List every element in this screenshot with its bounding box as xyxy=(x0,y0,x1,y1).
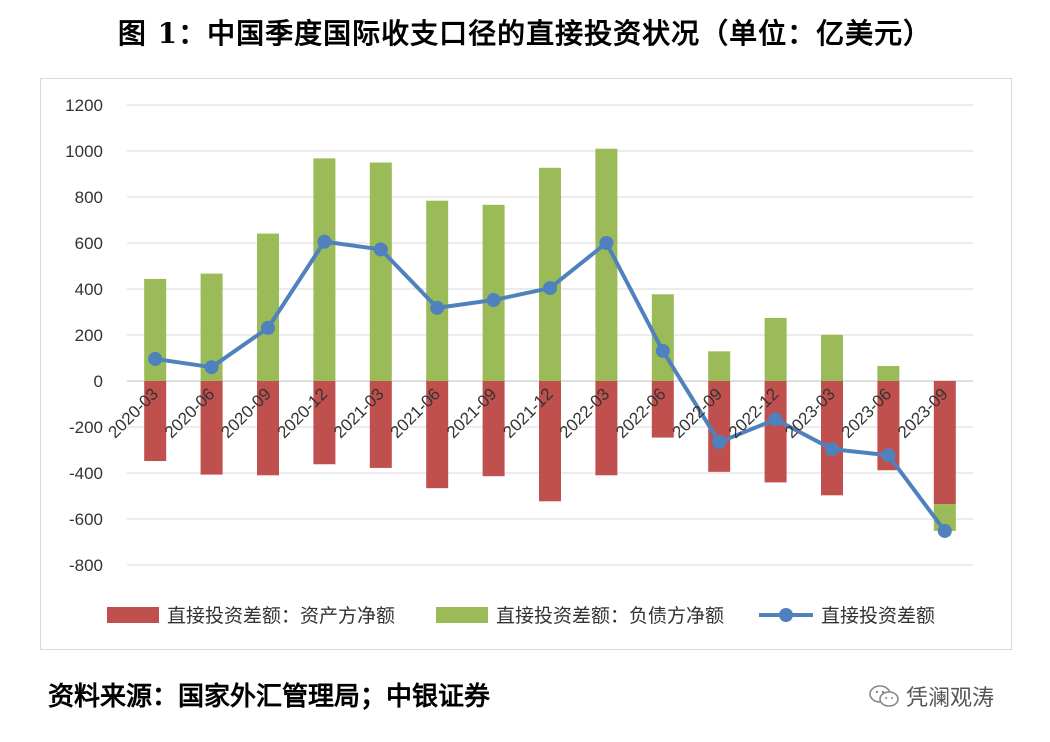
net-point xyxy=(148,351,163,366)
watermark: 凭澜观涛 xyxy=(868,680,994,712)
watermark-text: 凭澜观涛 xyxy=(906,686,995,711)
net-point xyxy=(768,412,783,427)
y-tick-label: -400 xyxy=(69,464,103,483)
asset-bar xyxy=(764,381,787,483)
net-point xyxy=(655,343,670,358)
liability-bar xyxy=(313,158,336,381)
y-tick-label: 600 xyxy=(75,234,103,253)
legend-label-liabilities: 直接投资差额：负债方净额 xyxy=(496,605,724,627)
asset-bar xyxy=(708,381,731,472)
asset-bar xyxy=(933,381,956,505)
asset-bar xyxy=(482,381,505,477)
net-point xyxy=(712,435,727,450)
legend-swatch-net-marker xyxy=(779,608,793,622)
liability-bar xyxy=(708,351,731,381)
net-point xyxy=(486,293,501,308)
y-tick-label: 0 xyxy=(94,372,103,391)
y-tick-label: 800 xyxy=(75,188,103,207)
legend-label-assets: 直接投资差额：资产方净额 xyxy=(167,605,395,627)
liability-bar xyxy=(257,233,279,381)
liability-bar xyxy=(200,273,223,381)
liability-bar xyxy=(821,334,843,381)
legend-label-net: 直接投资差额 xyxy=(821,605,935,627)
asset-bar xyxy=(313,381,336,465)
net-point xyxy=(599,236,614,250)
chart-title: 图 1：中国季度国际收支口径的直接投资状况（单位：亿美元） xyxy=(117,17,933,50)
liability-bar xyxy=(595,148,618,381)
net-point xyxy=(317,234,332,249)
y-tick-label: -800 xyxy=(69,556,103,575)
net-point xyxy=(373,242,388,257)
legend-swatch-assets xyxy=(107,607,159,623)
asset-bar xyxy=(651,381,674,438)
source-note: 资料来源：国家外汇管理局；中银证券 xyxy=(48,682,491,712)
asset-bar xyxy=(426,381,449,489)
asset-bar xyxy=(821,381,843,496)
asset-bar xyxy=(257,381,279,476)
asset-bar xyxy=(369,381,392,468)
asset-bar xyxy=(877,381,900,471)
y-tick-label: 1000 xyxy=(65,142,103,161)
chart-frame: 1200 1000 800 600 400 200 0 -200 -400 -600 -800 20… xyxy=(40,78,1012,650)
liability-bar xyxy=(482,204,505,381)
net-point xyxy=(430,300,445,315)
liability-bar xyxy=(426,200,449,381)
asset-bar xyxy=(200,381,223,475)
net-point xyxy=(881,448,896,463)
legend-swatch-liabilities xyxy=(436,607,488,623)
net-point xyxy=(937,523,952,538)
y-tick-label: 200 xyxy=(75,326,103,345)
net-point xyxy=(204,360,219,375)
liability-bar xyxy=(877,366,900,381)
y-tick-label: 1200 xyxy=(65,96,103,115)
net-point xyxy=(261,320,275,335)
net-point xyxy=(543,281,557,296)
liability-bar xyxy=(764,317,787,381)
net-point xyxy=(825,442,839,457)
y-tick-label: -200 xyxy=(69,418,103,437)
liability-bar xyxy=(539,167,561,381)
y-tick-label: 400 xyxy=(75,280,103,299)
asset-bar xyxy=(539,381,561,502)
liability-bar xyxy=(369,162,392,381)
asset-bar xyxy=(595,381,618,476)
asset-bar xyxy=(144,381,167,462)
wechat-icon xyxy=(869,685,899,707)
y-tick-label: -600 xyxy=(69,510,103,529)
